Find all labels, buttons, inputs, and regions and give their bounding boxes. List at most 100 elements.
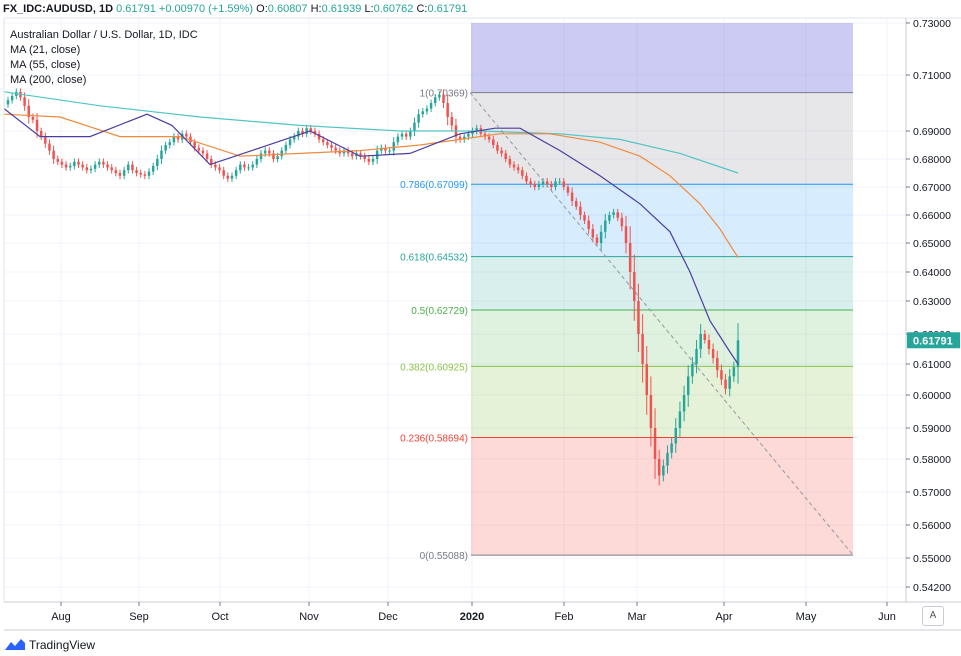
symbol-name[interactable]: FX_IDC:AUDUSD, 1D (3, 3, 114, 15)
candle-body (363, 156, 366, 159)
close-value: 0.61791 (427, 3, 468, 15)
fib-zone (471, 256, 853, 310)
candle-body (39, 131, 43, 137)
candle-body (633, 272, 636, 301)
candle-body (438, 94, 441, 98)
candle-body (604, 220, 607, 232)
candle-body (346, 150, 350, 154)
candle-body (728, 376, 731, 389)
price-tick-label: 0.60000 (913, 390, 951, 402)
candle-body (251, 164, 254, 168)
auto-scale-button[interactable]: A (922, 606, 944, 626)
candle-body (579, 206, 582, 215)
axes (3, 17, 961, 631)
time-tick-label: Nov (299, 611, 319, 623)
candle-body (321, 139, 325, 143)
candle-body (131, 164, 134, 171)
price-tick-label: 0.65000 (913, 238, 951, 250)
price-tick-label: 0.64000 (913, 267, 951, 279)
candle-body (562, 181, 566, 187)
candle-body (670, 443, 673, 453)
candle-body (666, 452, 669, 466)
trend-line[interactable] (469, 92, 854, 556)
candle-body (516, 167, 520, 171)
candle-body (384, 147, 387, 151)
candle-body (334, 147, 337, 151)
candle-body (400, 133, 404, 137)
candle-body (10, 96, 14, 101)
candle-body (388, 150, 391, 152)
candle-body (628, 243, 632, 272)
candle-body (541, 181, 545, 185)
chart-title[interactable]: Australian Dollar / U.S. Dollar, 1D, IDC (10, 29, 198, 41)
candle-body (160, 150, 163, 159)
legend-ma55[interactable]: MA (55, close) (10, 59, 81, 71)
candlestick-series (6, 88, 740, 486)
candle-body (413, 122, 416, 131)
candle-body (591, 229, 595, 238)
candle-body (164, 145, 167, 151)
candle-body (641, 334, 644, 364)
candle-body (450, 117, 454, 126)
legend-ma21[interactable]: MA (21, close) (10, 44, 81, 56)
time-tick-label: Aug (51, 611, 71, 623)
candle-body (168, 142, 172, 145)
tradingview-logo[interactable]: TradingView (4, 638, 95, 652)
price-tag-label: 0.61791 (913, 335, 953, 347)
candle-body (566, 187, 570, 193)
candle-body (272, 153, 275, 159)
candle-body (127, 164, 130, 171)
candle-body (371, 159, 375, 162)
candle-body (558, 181, 561, 183)
candle-body (359, 153, 362, 157)
candle-body (89, 168, 93, 171)
candle-body (135, 170, 138, 173)
candle-body (301, 131, 304, 134)
fib-zone (471, 366, 853, 438)
candle-body (201, 150, 205, 154)
indicator-legend: Australian Dollar / U.S. Dollar, 1D, IDC… (10, 28, 198, 88)
candle-body (172, 136, 176, 143)
time-tick-label: Feb (555, 611, 574, 623)
candle-body (653, 428, 657, 459)
candle-body (193, 142, 196, 148)
candle-body (429, 103, 433, 109)
candle-body (31, 117, 35, 120)
open-value: 0.60807 (267, 3, 308, 15)
candle-body (425, 108, 429, 112)
candle-body (716, 358, 719, 371)
fib-label: 0.5(0.62729) (411, 306, 468, 317)
candle-body (587, 220, 590, 229)
fib-label: 0.618(0.64532) (400, 253, 468, 264)
candle-body (707, 340, 711, 349)
candle-body (106, 164, 109, 168)
ma200-line (3, 91, 739, 174)
candle-body (276, 156, 279, 159)
price-tick-label: 0.57000 (913, 487, 951, 499)
time-tick-label: Oct (211, 611, 228, 623)
price-tag-box (907, 332, 960, 349)
candle-body (122, 170, 126, 176)
candle-body (118, 173, 122, 176)
candle-body (608, 215, 611, 221)
candle-body (695, 349, 698, 364)
candle-body (508, 159, 512, 165)
candle-body (616, 212, 619, 218)
fib-zone (471, 309, 853, 367)
time-tick-label: Sep (129, 611, 149, 623)
time-axis[interactable]: Aug Sep Oct Nov Dec 2020 Feb Mar Apr May Jun (51, 602, 896, 623)
candle-body (487, 136, 491, 140)
candle-body (699, 334, 702, 349)
ma21-line (3, 108, 739, 365)
legend-ma200[interactable]: MA (200, close) (10, 74, 87, 86)
price-tick-label: 0.58000 (913, 454, 951, 466)
candle-body (624, 226, 628, 243)
candle-body (475, 128, 478, 131)
candle-body (736, 340, 740, 368)
header-bar: FX_IDC:AUDUSD, 1D 0.61791 +0.00970 (+1.5… (0, 0, 961, 18)
candle-body (263, 150, 267, 154)
candle-body (620, 217, 624, 227)
fibonacci-labels: 1(0.70369)0.786(0.67099)0.618(0.64532)0.… (400, 89, 468, 562)
candle-body (280, 150, 283, 157)
